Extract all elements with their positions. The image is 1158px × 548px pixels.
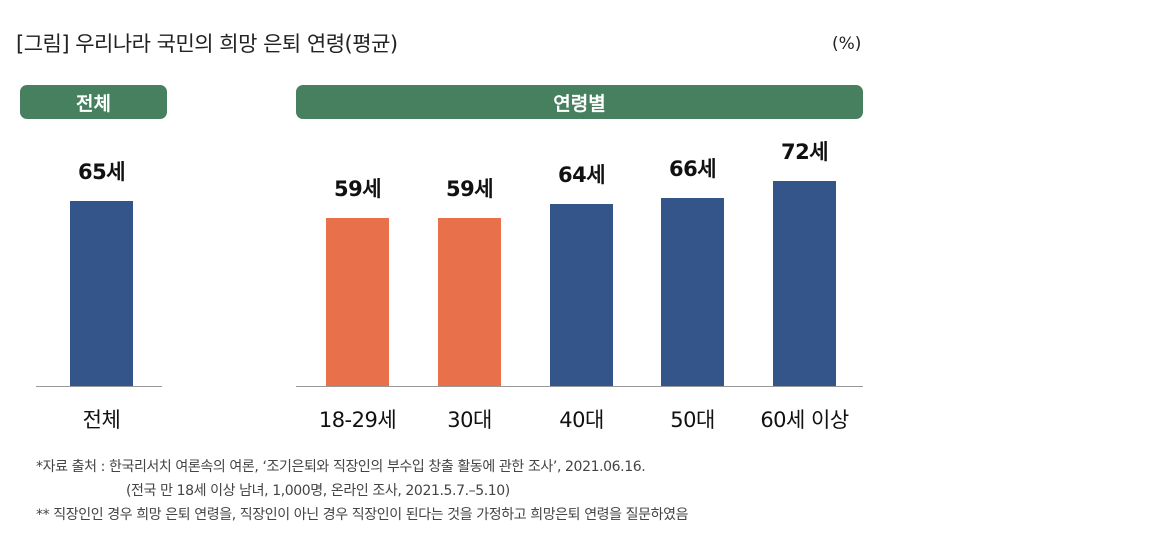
- category-label: 50대: [670, 408, 715, 432]
- bar: [70, 200, 133, 386]
- survey-note: (전국 만 18세 이상 남녀, 1,000명, 온라인 조사, 2021.5.…: [126, 483, 510, 499]
- bar: [550, 203, 613, 386]
- data-label: 59세: [333, 176, 382, 201]
- data-label: 59세: [445, 176, 494, 201]
- data-label: 64세: [557, 162, 606, 187]
- group-header-age: 연령별: [296, 85, 863, 119]
- category-label: 40대: [559, 408, 604, 432]
- category-label: 60세 이상: [760, 408, 849, 432]
- baseline-age: [296, 386, 863, 387]
- question-note: ** 직장인인 경우 희망 은퇴 연령을, 직장인이 아닌 경우 직장인이 된다…: [36, 507, 689, 523]
- bar: [326, 217, 389, 386]
- source-note: *자료 출처 : 한국리서치 여론속의 여론, ‘조기은퇴와 직장인의 부수입 …: [36, 459, 646, 475]
- bar: [438, 217, 501, 386]
- category-label: 30대: [447, 408, 492, 432]
- baseline-total: [36, 386, 162, 387]
- data-label: 72세: [780, 139, 829, 164]
- bar: [773, 180, 836, 386]
- bar: [661, 197, 724, 386]
- chart-title: [그림] 우리나라 국민의 희망 은퇴 연령(평균): [16, 32, 398, 56]
- category-label: 전체: [82, 408, 121, 432]
- data-label: 65세: [77, 159, 126, 184]
- data-label: 66세: [668, 156, 717, 181]
- group-header-total: 전체: [20, 85, 167, 119]
- category-label: 18-29세: [318, 408, 397, 432]
- unit-label: (%): [832, 34, 862, 54]
